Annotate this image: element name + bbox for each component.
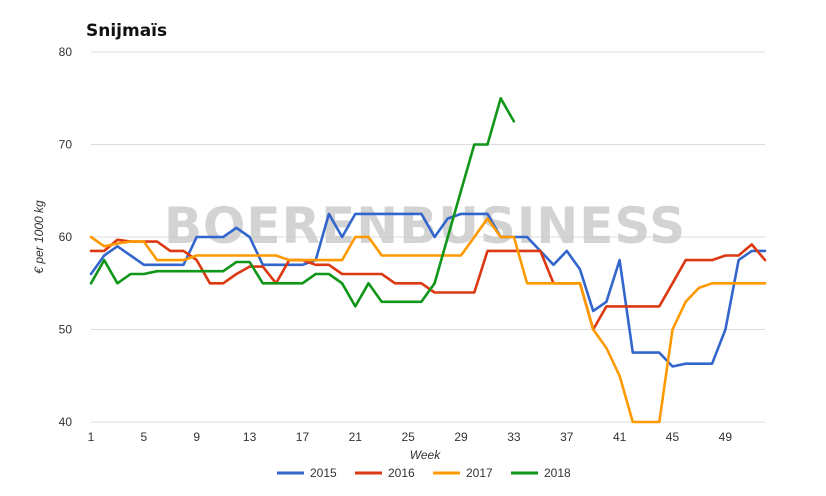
series-line-2015	[89, 212, 767, 368]
legend-label-2016: 2016	[388, 466, 415, 480]
tick-labels: 40 50 60 70 80 1 5 9 13 17 21 25 29 33 37 41 45 49	[59, 45, 733, 444]
y-tick-label: 80	[59, 45, 73, 59]
series-line-2018	[89, 97, 516, 308]
x-tick-label: 41	[613, 430, 627, 444]
x-tick-label: 45	[666, 430, 680, 444]
legend-label-2015: 2015	[310, 466, 337, 480]
y-tick-label: 40	[59, 415, 73, 429]
x-tick-label: 9	[193, 430, 200, 444]
x-tick-label: 49	[719, 430, 733, 444]
legend-label-2018: 2018	[544, 466, 571, 480]
y-tick-label: 60	[59, 230, 73, 244]
x-tick-label: 37	[560, 430, 574, 444]
x-tick-label: 17	[296, 430, 310, 444]
x-tick-label: 13	[243, 430, 257, 444]
x-tick-label: 33	[507, 430, 521, 444]
x-tick-label: 25	[401, 430, 415, 444]
x-tick-label: 29	[454, 430, 468, 444]
x-tick-label: 21	[349, 430, 363, 444]
chart-title: Snijmaïs	[86, 21, 167, 41]
x-tick-label: 5	[141, 430, 148, 444]
x-axis-label: Week	[410, 448, 441, 462]
series-line-2017	[89, 217, 767, 424]
legend: 2015 2016 2017 2018	[277, 466, 571, 480]
y-tick-label: 70	[59, 138, 73, 152]
y-tick-label: 50	[59, 323, 73, 337]
y-axis-label: € per 1000 kg	[32, 200, 46, 274]
series-lines	[89, 97, 767, 424]
watermark: BOERENBUSINESS	[164, 197, 686, 255]
x-tick-label: 1	[88, 430, 95, 444]
legend-label-2017: 2017	[466, 466, 493, 480]
